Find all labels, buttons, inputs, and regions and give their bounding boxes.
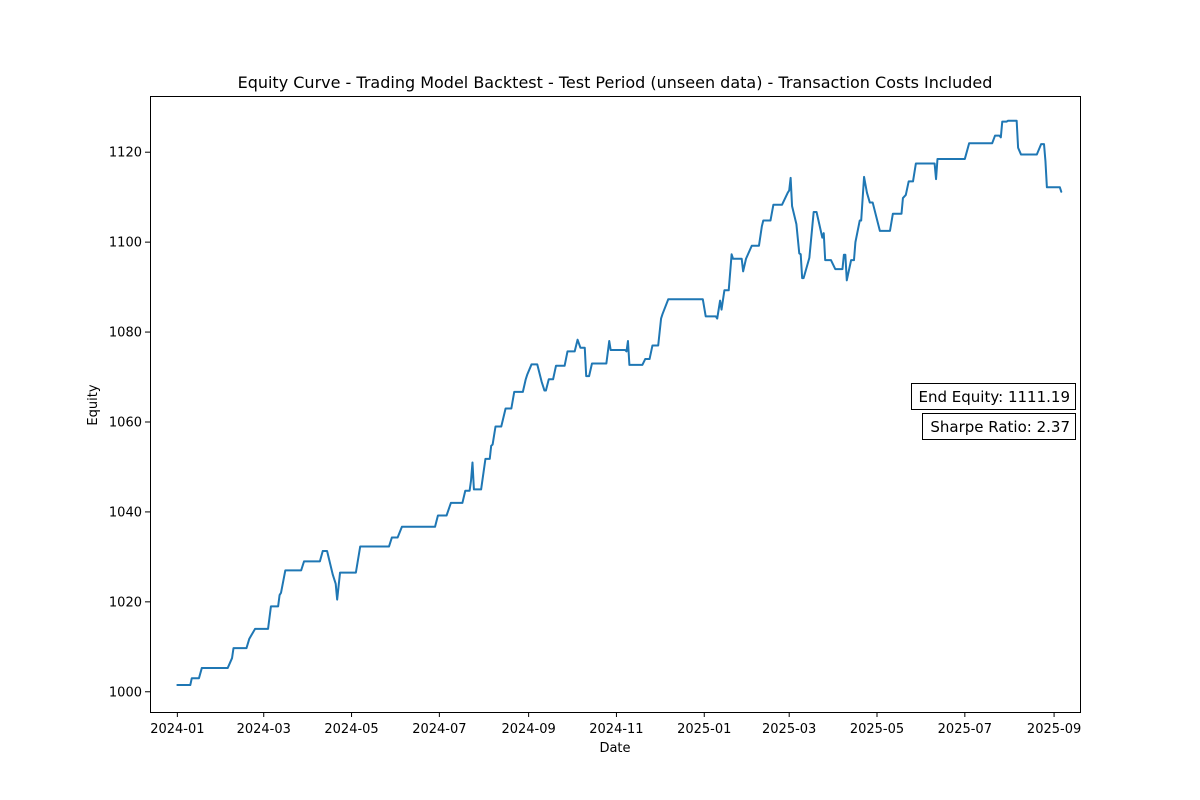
x-tick-label: 2024-05 xyxy=(324,722,378,737)
y-tick-label: 1120 xyxy=(109,146,142,161)
x-tick-label: 2025-01 xyxy=(677,722,731,737)
x-tick-label: 2025-05 xyxy=(850,722,904,737)
equity-line xyxy=(176,119,1063,687)
x-axis-ticks: 2024-01 2024-03 2024-05 2024-07 2024-09 2024-… xyxy=(150,712,1081,737)
end-equity-annotation: End Equity: 1111.19 xyxy=(911,383,1076,410)
x-tick-label: 2025-03 xyxy=(762,722,816,737)
y-axis-label: Equity xyxy=(86,384,101,425)
y-tick-label: 1100 xyxy=(109,236,142,251)
y-tick-label: 1000 xyxy=(109,685,142,700)
x-axis-label: Date xyxy=(599,741,630,756)
y-tick-label: 1060 xyxy=(109,415,142,430)
y-axis-ticks: 1000 1020 1040 1060 1080 1100 1120 xyxy=(109,146,150,700)
x-tick-label: 2024-03 xyxy=(237,722,291,737)
x-tick-label: 2024-09 xyxy=(501,722,555,737)
plot-frame xyxy=(150,96,1081,713)
sharpe-ratio-annotation: Sharpe Ratio: 2.37 xyxy=(922,413,1076,440)
y-tick-label: 1020 xyxy=(109,595,142,610)
sharpe-ratio-text: Sharpe Ratio: 2.37 xyxy=(930,418,1070,436)
x-tick-label: 2024-11 xyxy=(589,722,643,737)
x-tick-label: 2025-09 xyxy=(1027,722,1081,737)
end-equity-text: End Equity: 1111.19 xyxy=(919,388,1070,406)
x-tick-label: 2024-07 xyxy=(412,722,466,737)
y-tick-label: 1040 xyxy=(109,505,142,520)
x-tick-label: 2025-07 xyxy=(938,722,992,737)
y-tick-label: 1080 xyxy=(109,326,142,341)
x-tick-label: 2024-01 xyxy=(150,722,204,737)
chart-title: Equity Curve - Trading Model Backtest - … xyxy=(238,73,993,92)
